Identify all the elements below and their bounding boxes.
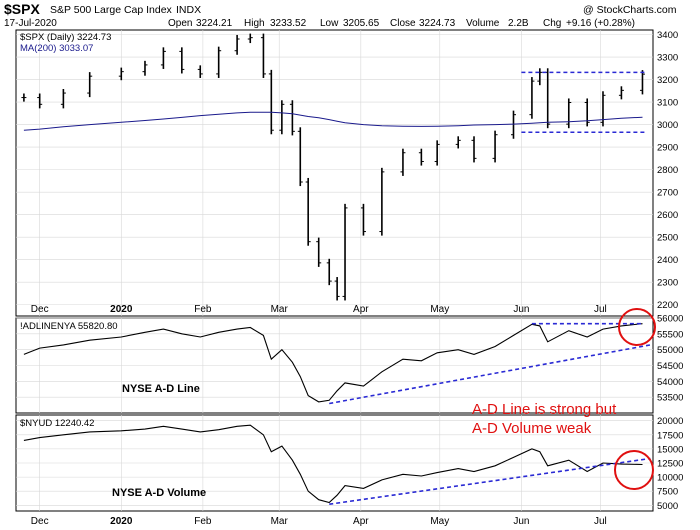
y-tick-label: 55500 bbox=[657, 329, 683, 340]
y-tick-label: 7500 bbox=[657, 487, 678, 498]
y-tick-label: 12500 bbox=[657, 459, 683, 470]
y-tick-label: 54500 bbox=[657, 361, 683, 372]
chg-value: +9.16 (+0.28%) bbox=[566, 18, 635, 29]
trend-line bbox=[329, 457, 651, 506]
x-tick-label: 2020 bbox=[110, 516, 133, 527]
y-tick-label: 5000 bbox=[657, 501, 678, 512]
gridlines bbox=[16, 30, 653, 511]
y-tick-label: 2500 bbox=[657, 233, 678, 244]
close-value: 3224.73 bbox=[419, 18, 456, 29]
y-axis-ticks: 2200 2300 2400 2500 2600 2700 2800 2900 3000 3100… bbox=[657, 30, 683, 512]
price-legend: $SPX (Daily) 3224.73 bbox=[20, 32, 111, 43]
advolume-legend: $NYUD 12240.42 bbox=[20, 418, 94, 429]
open-label: Open bbox=[168, 18, 192, 29]
adline-series bbox=[23, 323, 643, 403]
y-tick-label: 15000 bbox=[657, 444, 683, 455]
x-tick-label: May bbox=[430, 304, 449, 315]
x-tick-label: Jul bbox=[594, 304, 607, 315]
y-tick-label: 2400 bbox=[657, 255, 678, 266]
ma200-line bbox=[23, 111, 643, 131]
advolume-highlight-circle bbox=[614, 450, 654, 490]
date: 17-Jul-2020 bbox=[4, 18, 57, 29]
x-tick-label: 2020 bbox=[110, 304, 133, 315]
volume-label: Volume bbox=[466, 18, 500, 29]
x-tick-label: Feb bbox=[194, 304, 212, 315]
chg-label: Chg bbox=[543, 18, 561, 29]
x-tick-label: Apr bbox=[353, 516, 369, 527]
y-tick-label: 10000 bbox=[657, 473, 683, 484]
y-tick-label: 56000 bbox=[657, 314, 683, 325]
close-label: Close bbox=[390, 18, 416, 29]
x-tick-label: Mar bbox=[271, 516, 289, 527]
y-tick-label: 2900 bbox=[657, 143, 678, 154]
y-tick-label: 2300 bbox=[657, 278, 678, 289]
x-tick-label: Feb bbox=[194, 516, 212, 527]
x-tick-label: Jun bbox=[513, 516, 529, 527]
y-tick-label: 3100 bbox=[657, 98, 678, 109]
y-tick-label: 54000 bbox=[657, 377, 683, 388]
series-layer bbox=[21, 33, 651, 506]
open-value: 3224.21 bbox=[196, 18, 233, 29]
symbol: $SPX bbox=[4, 1, 40, 17]
low-value: 3205.65 bbox=[343, 18, 380, 29]
ma-legend: MA(200) 3033.07 bbox=[20, 43, 93, 54]
x-tick-label: Dec bbox=[31, 516, 49, 527]
x-tick-label: Dec bbox=[31, 304, 49, 315]
advolume-label: NYSE A-D Volume bbox=[112, 487, 206, 499]
exchange: INDX bbox=[176, 4, 201, 16]
y-tick-label: 2600 bbox=[657, 210, 678, 221]
copyright: @ StockCharts.com bbox=[583, 4, 677, 16]
low-label: Low bbox=[320, 18, 339, 29]
x-tick-label: Jun bbox=[513, 304, 529, 315]
adline-legend: !ADLINENYA 55820.80 bbox=[20, 321, 118, 332]
adline-label: NYSE A-D Line bbox=[122, 383, 200, 395]
x-tick-label: Apr bbox=[353, 304, 369, 315]
high-label: High bbox=[244, 18, 265, 29]
y-tick-label: 3200 bbox=[657, 75, 678, 86]
y-tick-label: 55000 bbox=[657, 345, 683, 356]
y-tick-label: 2800 bbox=[657, 165, 678, 176]
price-panel-frame bbox=[15, 29, 654, 317]
y-tick-label: 2700 bbox=[657, 188, 678, 199]
x-axis-ticks: Dec Dec 2020 2020 Feb Feb Mar Mar Apr Apr May May Ju… bbox=[31, 304, 607, 527]
callout-line-2: A-D Volume weak bbox=[472, 420, 592, 437]
x-tick-label: Mar bbox=[271, 304, 289, 315]
callout-line-1: A-D Line is strong but bbox=[472, 401, 617, 418]
y-tick-label: 3400 bbox=[657, 30, 678, 41]
y-tick-label: 17500 bbox=[657, 430, 683, 441]
y-tick-label: 3000 bbox=[657, 120, 678, 131]
trend-line bbox=[329, 344, 651, 405]
high-value: 3233.52 bbox=[270, 18, 307, 29]
y-tick-label: 2200 bbox=[657, 300, 678, 311]
advolume-series bbox=[23, 424, 643, 504]
y-tick-label: 3300 bbox=[657, 53, 678, 64]
index-name: S&P 500 Large Cap Index bbox=[50, 4, 173, 16]
volume-value: 2.2B bbox=[508, 18, 529, 29]
y-tick-label: 20000 bbox=[657, 416, 683, 427]
x-tick-label: May bbox=[430, 516, 449, 527]
y-tick-label: 53500 bbox=[657, 393, 683, 404]
adline-highlight-circle bbox=[618, 308, 656, 346]
x-tick-label: Jul bbox=[594, 516, 607, 527]
